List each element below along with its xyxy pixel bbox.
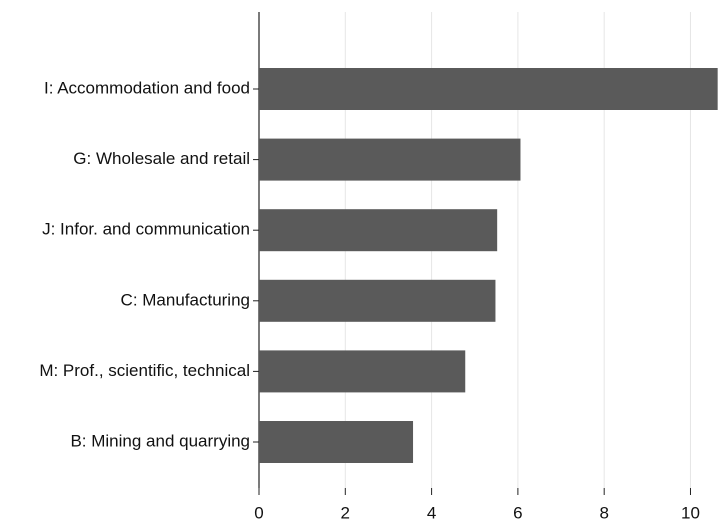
- y-tick-label: M: Prof., scientific, technical: [39, 361, 250, 380]
- x-tick-label: 8: [599, 503, 608, 522]
- bar: [259, 421, 414, 463]
- y-tick-label: I: Accommodation and food: [44, 78, 250, 97]
- bar: [259, 209, 498, 252]
- bar: [259, 138, 521, 181]
- x-tick-label: 10: [681, 503, 700, 522]
- y-tick-label: J: Infor. and communication: [42, 220, 250, 239]
- y-tick-label: C: Manufacturing: [121, 290, 250, 309]
- bar: [259, 279, 496, 322]
- x-tick-label: 2: [341, 503, 350, 522]
- y-tick-label: B: Mining and quarrying: [70, 431, 250, 450]
- bar: [259, 68, 718, 110]
- y-tick-label: G: Wholesale and retail: [73, 149, 250, 168]
- x-tick-label: 4: [427, 503, 436, 522]
- bar: [259, 350, 466, 393]
- x-tick-label: 0: [254, 503, 263, 522]
- x-tick-label: 6: [513, 503, 522, 522]
